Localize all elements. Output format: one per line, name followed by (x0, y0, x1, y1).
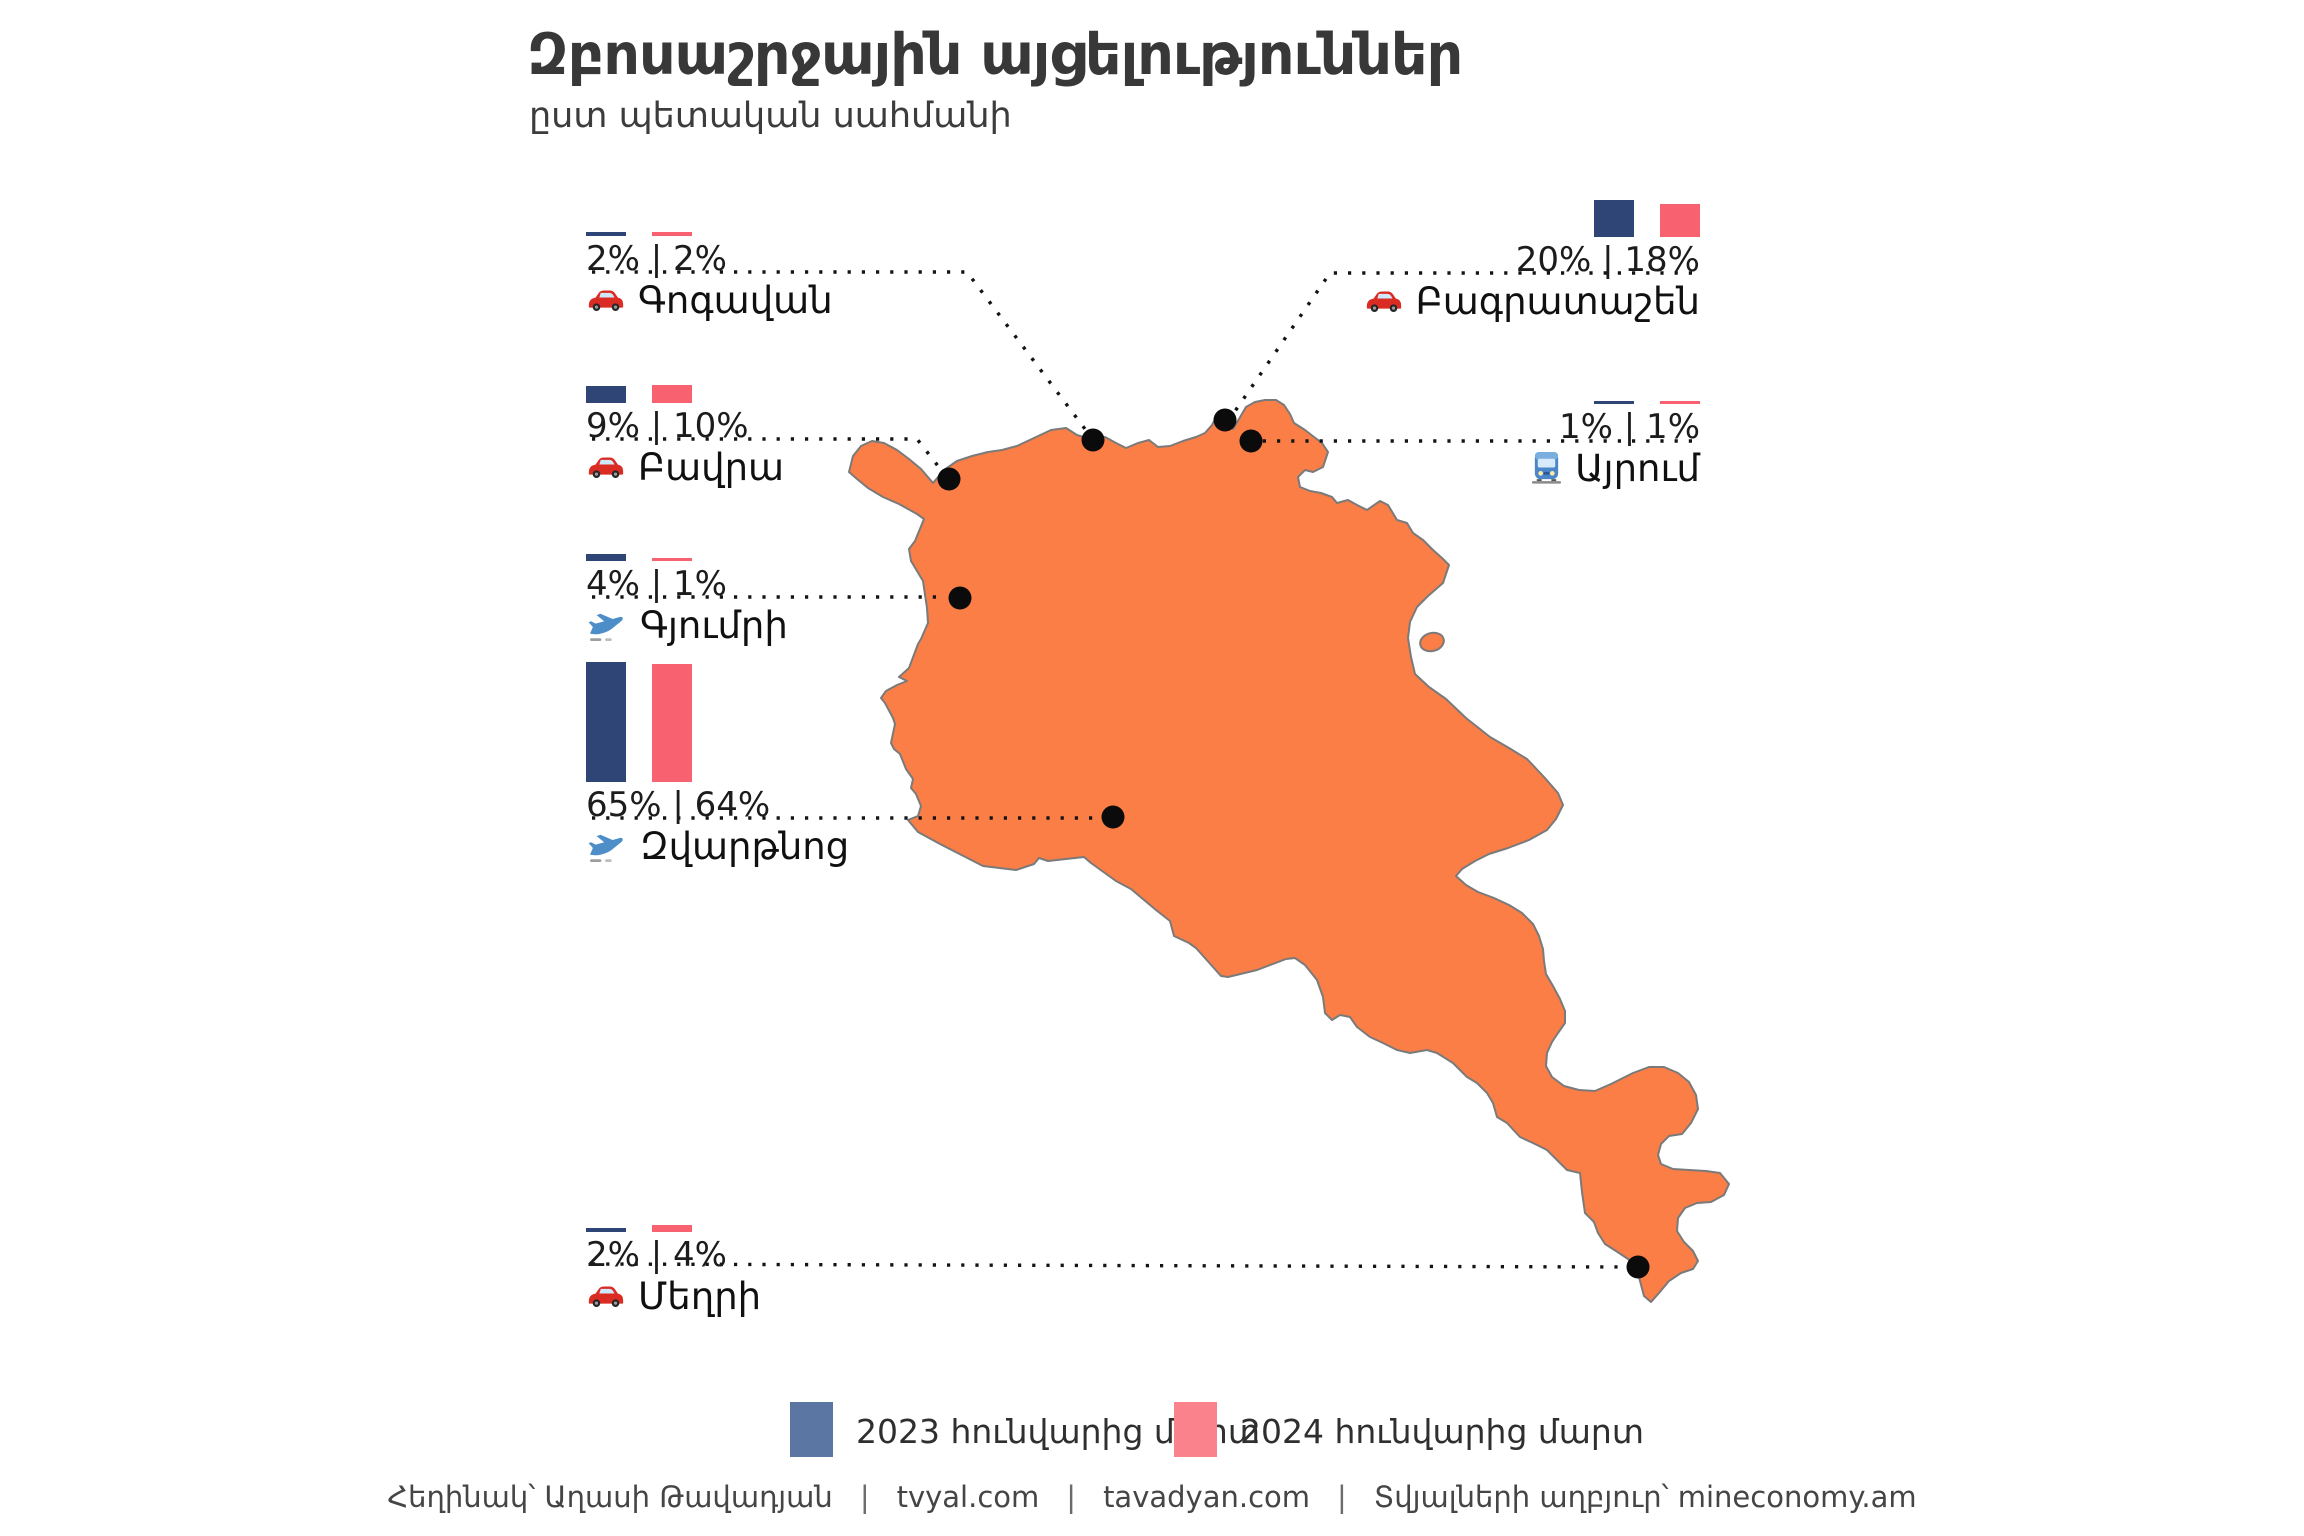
station-name: Բավրա (638, 446, 785, 489)
crossing-dot-meghri (1626, 1255, 1650, 1279)
bar-2024 (652, 384, 692, 403)
station-values: 9% | 10% (586, 406, 749, 446)
legend-swatch-2023 (790, 1402, 833, 1457)
station-values: 4% | 1% (586, 564, 727, 604)
station-name: Մեղրի (638, 1275, 762, 1318)
station-values: 1% | 1% (1559, 407, 1700, 447)
car-icon (1364, 289, 1404, 314)
station-bars (1320, 112, 1700, 237)
armenia-map-shape (848, 399, 1730, 1303)
crossing-dot-gogavan (1081, 428, 1105, 452)
footer: Հեղինակ՝ Աղասի Թավադյան | tvyal.com | ta… (0, 1480, 2304, 1514)
leader-line-meghri (591, 1262, 1625, 1269)
footer-separator: | (1337, 1480, 1347, 1514)
station-bars (586, 278, 966, 403)
train-icon (1530, 451, 1563, 486)
car-icon (586, 288, 626, 313)
legend-swatch-2024 (1174, 1402, 1217, 1457)
station-values: 2% | 4% (586, 1235, 727, 1275)
crossing-dot-bavra (937, 467, 961, 491)
leader-line-bavra (592, 437, 947, 477)
station-name: Զվարթնոց (640, 825, 850, 868)
station-values: 65% | 64% (586, 785, 771, 825)
airplane-departure-icon (586, 610, 628, 642)
car-icon (586, 1284, 626, 1309)
bar-2023 (1594, 401, 1634, 404)
footer-site-tvyal: tvyal.com (896, 1480, 1040, 1514)
bar-2024 (652, 232, 692, 236)
bar-2024 (1660, 401, 1700, 404)
bar-2023 (586, 553, 626, 561)
crossing-dot-bagratashen (1213, 408, 1237, 432)
station-values: 20% | 18% (1515, 240, 1700, 280)
footer-separator: | (1066, 1480, 1077, 1514)
footer-data-source: Տվյալների աղբյուր՝ mineconomy.am (1373, 1480, 1917, 1514)
page-title: Զբոսաշրջային այցելություններ (527, 22, 1463, 88)
bar-2024 (652, 558, 692, 561)
page-subtitle: ըստ պետական սահմանի (529, 96, 1012, 136)
bar-2024 (652, 1224, 692, 1232)
car-icon (586, 455, 626, 480)
station-bars (586, 657, 966, 782)
station-bars (586, 436, 966, 561)
footer-separator: | (859, 1480, 870, 1514)
bar-2023 (586, 1228, 626, 1232)
bar-2023 (586, 386, 626, 403)
bar-2023 (586, 232, 626, 236)
crossing-dot-gyumri (948, 586, 972, 610)
station-values: 2% | 2% (586, 239, 727, 279)
bar-2024 (1660, 203, 1700, 237)
airplane-departure-icon (586, 831, 628, 863)
station-bars (586, 111, 966, 236)
footer-site-tavadyan: tavadyan.com (1103, 1480, 1311, 1514)
legend-label-2024: 2024 հունվարից մարտ (1240, 1412, 1644, 1451)
station-bars (1320, 279, 1700, 404)
bar-2023 (586, 661, 626, 782)
bar-2023 (1594, 200, 1634, 237)
artsvashen-exclave (1419, 631, 1445, 653)
station-name: Գոգավան (638, 279, 833, 322)
crossing-dot-zvartnots (1101, 805, 1125, 829)
station-name: Գյումրի (640, 604, 788, 647)
bar-2024 (652, 663, 692, 782)
station-name: Այրում (1575, 447, 1700, 490)
crossing-dot-ayrum (1239, 429, 1263, 453)
footer-author: Հեղինակ՝ Աղասի Թավադյան (387, 1480, 833, 1514)
station-name: Բագրատաշեն (1415, 280, 1700, 323)
station-bars (586, 1107, 966, 1232)
